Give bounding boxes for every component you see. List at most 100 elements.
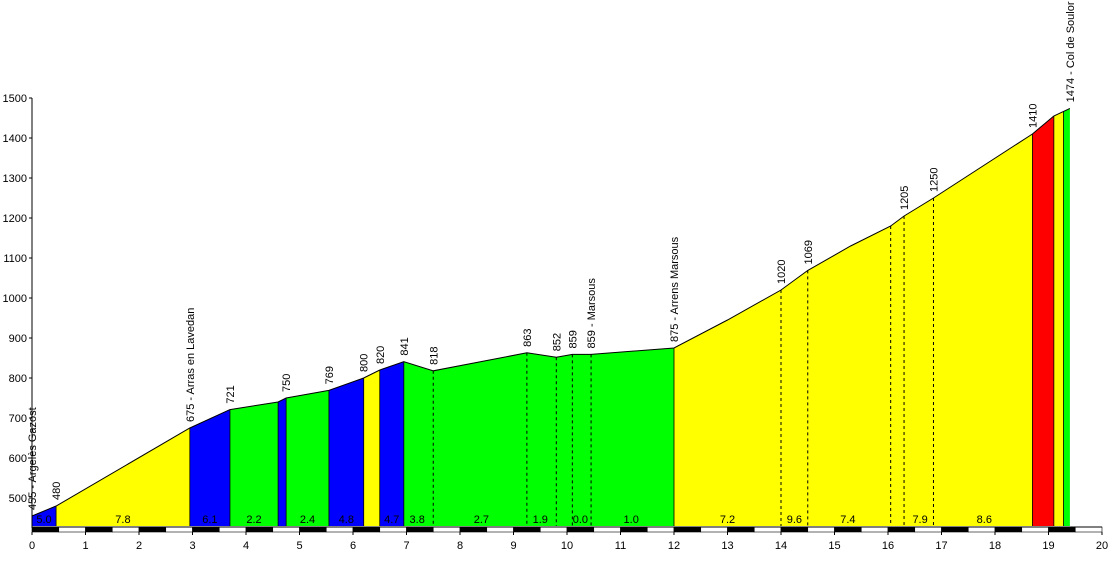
y-ticks: 500 600 700 800 900 1000 1100 1200 1300 1400 1500: [3, 93, 32, 505]
segment-gradient-label: 8.6: [977, 514, 992, 526]
elevation-label: 675 - Arras en Lavedan: [185, 308, 197, 422]
elevation-label: 875 - Arrens Marsous: [669, 236, 681, 342]
elevation-label: 750: [281, 374, 293, 392]
elevation-label: 1205: [899, 186, 911, 210]
elevation-label: 852: [551, 333, 563, 351]
x-tick-label: 19: [1042, 540, 1054, 552]
x-axis-bar-cell: [914, 526, 942, 533]
x-axis-bar-cell: [834, 526, 862, 533]
x-axis-bar-cell: [111, 526, 140, 533]
y-tick-label: 700: [9, 413, 27, 425]
y-tick-label: 1000: [3, 293, 27, 305]
x-axis-bar-cell: [459, 526, 488, 533]
x-axis-bar-cell: [566, 526, 595, 533]
x-axis-bar-cell: [673, 526, 702, 533]
x-ticks: 0 1 2 3 4 5 6 7 8 9 10 11 12 13 14 15 16 17 18 19 20: [29, 532, 1108, 552]
x-tick-label: 13: [721, 540, 733, 552]
gradient-segment-4: [278, 398, 287, 526]
x-axis-bar-cell: [325, 526, 354, 533]
gradient-segment-0: [32, 506, 57, 526]
x-axis-bar: [31, 526, 1103, 533]
x-axis-bar-cell: [299, 526, 327, 533]
x-axis-bar-cell: [941, 526, 969, 533]
y-tick-label: 600: [9, 453, 27, 465]
x-tick-label: 16: [882, 540, 894, 552]
profile-line: [31, 107, 1071, 517]
elevation-label: 1250: [929, 168, 941, 192]
x-tick-label: 1: [82, 540, 88, 552]
x-axis-bar-cell: [352, 526, 381, 533]
x-tick-label: 7: [403, 540, 409, 552]
x-axis-bar-cell: [967, 526, 996, 533]
x-tick-label: 12: [668, 540, 680, 552]
x-axis-bar-cell: [432, 526, 461, 533]
gradient-segment-5: [286, 390, 329, 526]
segment-gradient-label: 7.8: [115, 514, 130, 526]
segment-gradient-label: 6.1: [202, 514, 217, 526]
x-axis-bar-cell: [58, 526, 86, 533]
segment-gradient-label: 2.7: [474, 514, 489, 526]
y-tick-label: 1300: [3, 173, 27, 185]
x-tick-label: 10: [561, 540, 573, 552]
x-tick-label: 3: [189, 540, 195, 552]
x-tick-label: 9: [510, 540, 516, 552]
y-tick-label: 1200: [3, 213, 27, 225]
x-axis-bar-cell: [165, 526, 193, 533]
x-axis-bar-cell: [31, 526, 60, 533]
segment-gradient-label: 5.0: [36, 514, 51, 526]
segment-gradient-label: 1.9: [533, 514, 548, 526]
x-tick-label: 6: [350, 540, 356, 552]
gradient-segment-1: [56, 428, 190, 526]
segment-gradient-label: 1.0: [624, 514, 639, 526]
dashed-lines: [432, 198, 934, 526]
x-axis-bar-cell: [780, 526, 809, 533]
segment-gradient-label: 2.4: [300, 514, 315, 526]
x-tick-label: 15: [828, 540, 840, 552]
x-tick-label: 5: [296, 540, 302, 552]
elevation-label: 841: [399, 337, 411, 355]
x-axis-bar-cell: [192, 526, 220, 533]
segment-gradient-label: 9.6: [787, 514, 802, 526]
x-tick-label: 2: [136, 540, 142, 552]
gradient-segment-9: [403, 348, 674, 526]
segment-gradient-label: 7.9: [912, 514, 927, 526]
x-tick-label: 18: [989, 540, 1001, 552]
x-axis-bar-cell: [272, 526, 300, 533]
x-axis-bar-cell: [138, 526, 167, 533]
x-axis-bar-cell: [85, 526, 113, 533]
elevation-label: 455 - Argelès Gazost: [27, 407, 39, 510]
gradient-segment-2: [189, 409, 230, 526]
x-axis-bar-cell: [860, 526, 889, 533]
elevation-label: 1474 - Col de Soulor: [1065, 1, 1077, 102]
segment-gradient-label: 7.4: [840, 514, 855, 526]
x-axis-bar-cell: [245, 526, 274, 533]
x-axis-bar-cell: [887, 526, 916, 533]
x-tick-label: 17: [935, 540, 947, 552]
x-axis-bar-cell: [218, 526, 247, 533]
x-tick-label: 14: [775, 540, 787, 552]
elevation-label: 859 - Marsous: [586, 278, 598, 349]
gradient-segment-6: [328, 378, 364, 526]
gradient-segment-11: [1032, 116, 1054, 526]
y-tick-label: 500: [9, 493, 27, 505]
elevation-labels: 455 - Argelès Gazost 480 675 - Arras en La…: [27, 1, 1077, 510]
elevation-label: 863: [522, 328, 534, 346]
segment-gradient-label: 0.0: [573, 514, 588, 526]
x-axis-bar-cell: [593, 526, 621, 533]
x-axis-bar-cell: [727, 526, 755, 533]
x-axis-bar-cell: [807, 526, 835, 533]
x-axis-bar-cell: [700, 526, 728, 533]
gradient-segment-12: [1053, 111, 1064, 527]
x-axis-bar-cell: [1021, 526, 1049, 533]
x-tick-label: 4: [243, 540, 249, 552]
x-axis-bar-cell: [539, 526, 568, 533]
elevation-label: 769: [324, 366, 336, 384]
x-axis-bar-cell: [1048, 526, 1076, 533]
gradient-segments: [32, 108, 1070, 527]
segment-labels: 5.0 7.8 6.1 2.2 2.4 4.8 4.7 3.8 2.7 1.9 0.0 1.0 7.2 9…: [36, 514, 992, 526]
elevation-label: 480: [51, 482, 63, 500]
y-tick-label: 1500: [3, 93, 27, 105]
x-tick-label: 20: [1096, 540, 1108, 552]
